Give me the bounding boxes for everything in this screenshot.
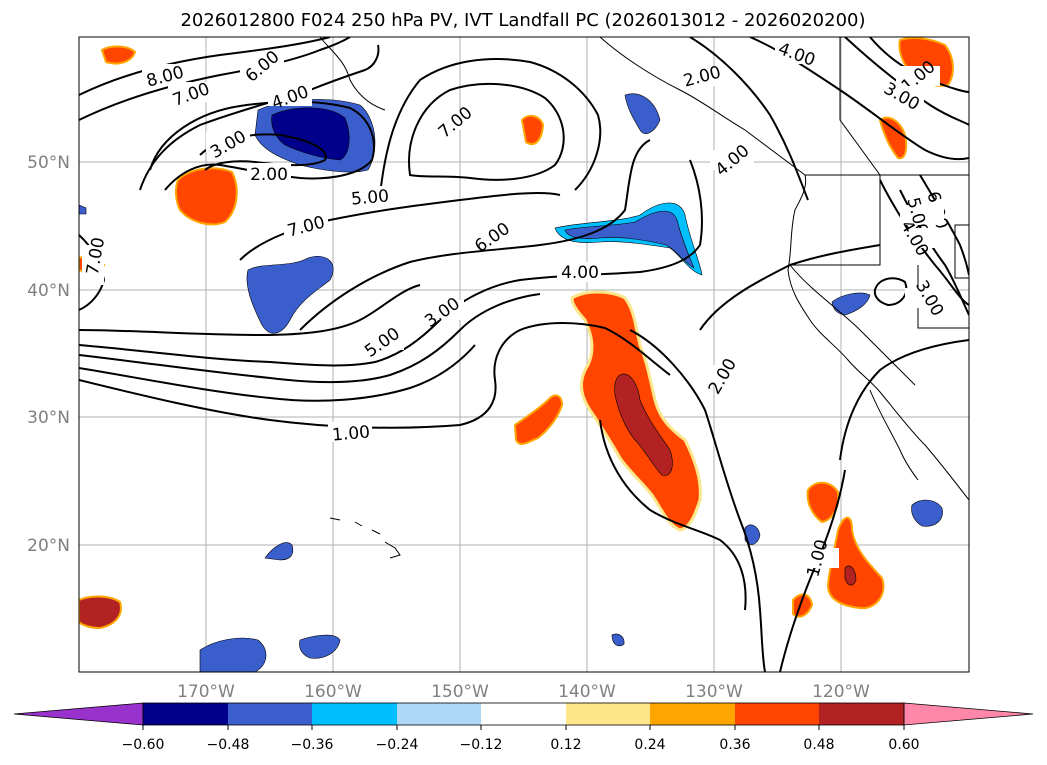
contour-label: 2.00 <box>250 165 288 185</box>
coastline-hawaii <box>329 517 401 559</box>
blue-patch-gulf-alaska <box>624 93 661 134</box>
coastline-north-america-west <box>599 37 969 501</box>
map-title: 2026012800 F024 250 hPa PV, IVT Landfall… <box>180 10 865 31</box>
darkblue-core-north-pacific <box>271 107 350 161</box>
colorbar: −0.60 −0.48 −0.36 −0.24 −0.12 0.12 0.24 … <box>13 702 1034 753</box>
colorbar-segment <box>143 703 228 725</box>
political-borders <box>789 37 969 386</box>
colorbar-outline <box>142 702 905 726</box>
colorbar-extend-high <box>903 702 1034 726</box>
coastline-baja <box>869 389 919 481</box>
colorbar-segment <box>228 703 312 725</box>
lon-label-120w: 120°W <box>812 682 870 702</box>
longitude-labels: 170°W 160°W 150°W 140°W 130°W 120°W <box>177 682 870 702</box>
contour-labels: 8.00 7.00 6.00 4.00 3.00 2.00 5.00 7.00 … <box>82 39 964 579</box>
coastline-alaska <box>319 37 386 111</box>
colorbar-segment <box>650 703 735 725</box>
lon-label-160w: 160°W <box>304 682 362 702</box>
darkred-core-mexico <box>844 565 857 586</box>
colorbar-segment <box>397 703 481 725</box>
blue-patch-south-west <box>199 637 267 672</box>
colorbar-tick-label: 0.24 <box>634 737 665 753</box>
colorbar-tick-label: −0.36 <box>291 737 334 753</box>
colorbar-tick-label: 0.12 <box>550 737 581 753</box>
colorbar-tick-label: −0.24 <box>376 737 419 753</box>
blue-patch-south-mid <box>299 634 341 659</box>
colorbar-tick-label: −0.60 <box>122 737 165 753</box>
red-patch-southwest <box>79 595 122 630</box>
colorbar-segment <box>566 703 650 725</box>
colorbar-segment <box>481 703 566 725</box>
colorbar-tick-label: −0.48 <box>207 737 250 753</box>
blue-patch-mid-east-2 <box>564 210 695 269</box>
colorbar-segment <box>819 703 904 725</box>
red-patch-hawaii-east <box>513 394 564 445</box>
red-patch-mexico-2 <box>826 516 885 610</box>
blue-patch-west-coast <box>831 292 871 316</box>
blue-patch-hawaii-north <box>264 542 294 561</box>
colorbar-segment <box>312 703 397 725</box>
lon-label-150w: 150°W <box>431 682 489 702</box>
blue-patch-small-3 <box>79 204 87 215</box>
contour-label: 1.00 <box>331 422 370 445</box>
colorbar-tick-label: 0.60 <box>888 737 919 753</box>
colorbar-tick-label: 0.48 <box>803 737 834 753</box>
lon-label-140w: 140°W <box>558 682 616 702</box>
colorbar-tick-label: 0.36 <box>719 737 750 753</box>
contour-label: 4.00 <box>561 263 599 283</box>
positive-anomaly-regions <box>79 37 954 630</box>
colorbar-ticks <box>142 725 905 730</box>
map-frame <box>78 36 970 673</box>
blue-patch-baja-south <box>911 499 943 527</box>
contour-label: 5.00 <box>350 186 389 209</box>
blue-patch-central-north <box>246 256 334 334</box>
lat-label-50n: 50°N <box>27 153 70 173</box>
darkred-core-atmospheric-river <box>614 373 673 476</box>
lon-label-130w: 130°W <box>685 682 743 702</box>
lat-label-20n: 20°N <box>27 536 70 556</box>
colorbar-segment <box>735 703 819 725</box>
latitude-labels: 50°N 40°N 30°N 20°N <box>27 153 70 556</box>
lat-label-40n: 40°N <box>27 281 70 301</box>
blue-patch-small-2 <box>611 633 625 647</box>
colorbar-extend-low <box>13 702 144 726</box>
red-patch-west-pacific <box>174 167 238 226</box>
red-patch-north-tiny <box>100 45 137 65</box>
lat-label-30n: 30°N <box>27 408 70 428</box>
lon-label-170w: 170°W <box>177 682 235 702</box>
red-patch-bc-coast <box>878 116 908 160</box>
coastlines <box>319 37 969 559</box>
red-patch-gulf <box>520 114 545 145</box>
negative-anomaly-regions <box>79 93 943 672</box>
colorbar-tick-label: −0.12 <box>460 737 503 753</box>
